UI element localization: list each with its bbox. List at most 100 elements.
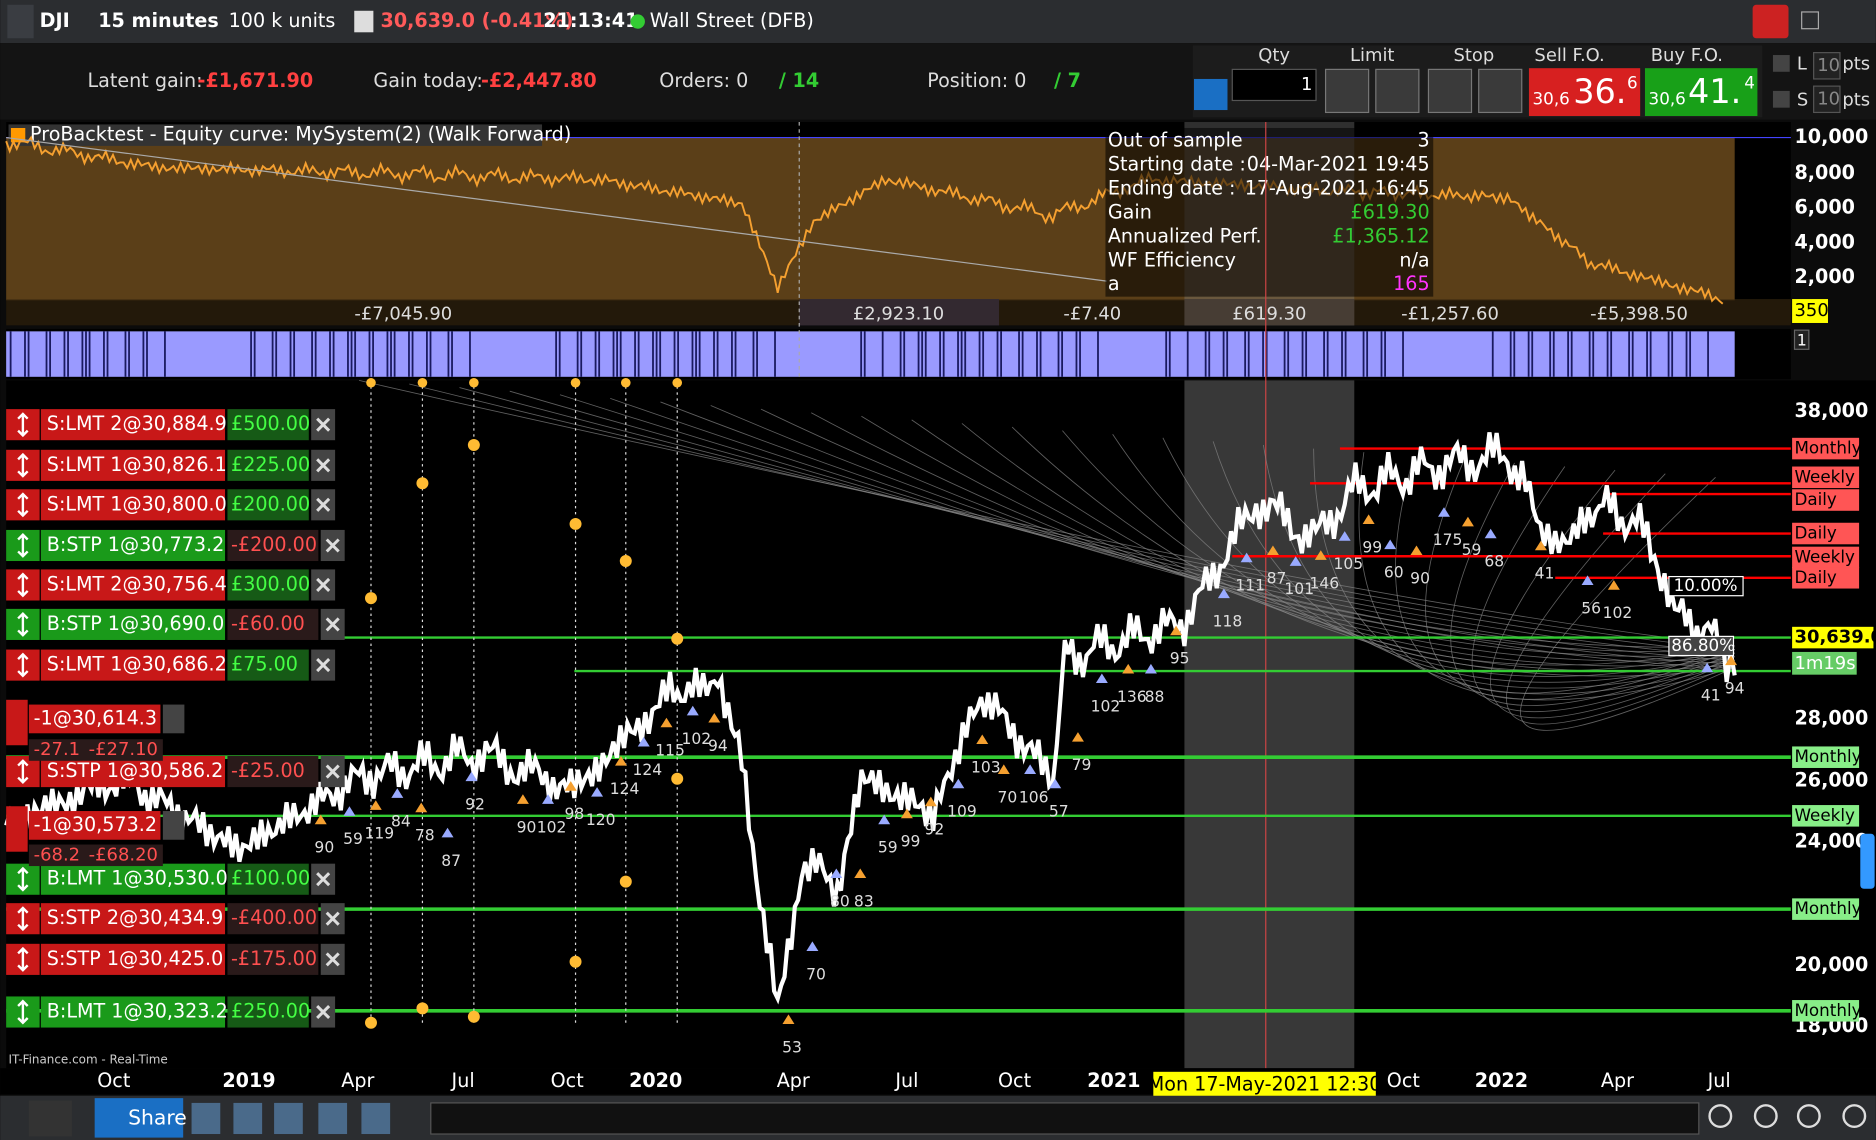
order-label	[40, 569, 226, 601]
trade-label: 102	[1091, 697, 1121, 715]
label: pts	[1842, 54, 1870, 75]
indicator-stripe	[1021, 331, 1024, 377]
order-label	[40, 996, 226, 1028]
indicator-stripe	[1326, 331, 1329, 377]
indicator-stripe	[1018, 331, 1020, 377]
indicator-stripe	[1222, 331, 1225, 377]
indicator-stripe	[81, 331, 84, 377]
trade-label: 78	[415, 827, 435, 845]
indicator-stripe	[1000, 331, 1002, 377]
trade-arrow	[1095, 673, 1108, 684]
drag-icon	[17, 611, 29, 637]
indicator-stripe	[1265, 331, 1268, 377]
indicator-stripe	[1247, 331, 1250, 377]
trade-label: 84	[391, 812, 411, 830]
trade-arrow	[1024, 764, 1037, 774]
order-label	[40, 756, 226, 788]
order-button	[1427, 68, 1473, 114]
order-label	[40, 409, 226, 441]
trade-label: 68	[1484, 553, 1504, 571]
equity-tick: 10,000	[1794, 125, 1868, 148]
trade-arrow	[542, 794, 555, 804]
price-tag	[1792, 626, 1874, 649]
marker	[365, 1016, 377, 1029]
trade-arrow	[952, 778, 965, 789]
trade-arrow	[1266, 545, 1279, 556]
indicator-stripe	[469, 331, 471, 377]
drag-icon	[17, 572, 29, 598]
trade-arrow	[516, 794, 529, 804]
label: Stop	[1454, 45, 1495, 66]
indicator-stripe	[860, 331, 863, 377]
trade-label: 146	[1310, 574, 1340, 592]
position-label	[28, 811, 161, 840]
zoom-button[interactable]	[1796, 1104, 1821, 1129]
indicator-stripe	[1057, 331, 1060, 377]
level-label: Weekly	[1794, 546, 1854, 566]
zoom-button[interactable]	[1708, 1104, 1733, 1129]
time-tick: 2020	[629, 1069, 682, 1092]
indicator-stripe	[411, 331, 414, 377]
indicator-stripe	[612, 331, 615, 377]
trade-label: 99	[1362, 538, 1382, 556]
indicator-stripe	[1305, 331, 1308, 377]
tool-button	[361, 1102, 391, 1135]
order-label	[40, 943, 226, 975]
cursor-label-bg	[1153, 1071, 1376, 1097]
info-value: n/a	[1399, 248, 1429, 271]
marker	[416, 1002, 429, 1015]
order-button	[1324, 68, 1370, 114]
trade-label: 59	[878, 839, 898, 857]
trade-label: 87	[1267, 569, 1287, 587]
projection-curve	[660, 401, 1735, 668]
time-tick: Oct	[998, 1069, 1032, 1092]
order-text: S:LMT 1@30,826.1	[47, 453, 227, 476]
indicator-stripe	[1226, 331, 1229, 377]
indicator-stripe	[372, 331, 374, 377]
drag-icon	[17, 652, 29, 678]
indicator-stripe	[124, 331, 127, 377]
indicator-stripe	[1649, 331, 1652, 377]
indicator-stripe	[576, 331, 579, 377]
cancel-icon	[325, 911, 340, 926]
price: 30,639.0 (-0.41%)	[381, 9, 574, 32]
label: -1@30,614.3	[34, 706, 157, 729]
indicator-stripe	[354, 331, 357, 377]
info-value: 17-Aug-2021 16:45	[1245, 177, 1430, 200]
order-amount-text: £225.00	[231, 453, 310, 476]
indicator-stripe	[350, 331, 353, 377]
projection-curve	[1506, 473, 1735, 725]
order-label	[40, 903, 226, 935]
zoom-button[interactable]	[1842, 1104, 1867, 1129]
indicator-stripe	[619, 331, 622, 377]
trade-label: 99	[901, 833, 921, 851]
checkbox	[1772, 55, 1790, 72]
zoom-button[interactable]	[1753, 1104, 1778, 1129]
indicator-stripe	[1671, 331, 1674, 377]
time-tick: Apr	[777, 1069, 810, 1092]
order-text: B:STP 1@30,773.2	[47, 533, 224, 556]
input	[1813, 85, 1841, 114]
order-amount	[227, 608, 319, 640]
cancel-icon	[325, 952, 340, 967]
indicator-stripe	[164, 331, 166, 377]
time-tick: Apr	[341, 1069, 374, 1092]
trade-label: 88	[1145, 688, 1165, 706]
info-value: 165	[1393, 272, 1430, 295]
indicator-stripe	[924, 331, 927, 377]
indicator-stripe	[250, 331, 252, 377]
trade-arrow	[1071, 732, 1084, 742]
indicator-stripe	[1097, 331, 1099, 377]
marker	[619, 875, 632, 888]
equity-title-bg	[8, 124, 543, 146]
order-label	[40, 863, 226, 895]
cancel-icon	[316, 872, 331, 887]
indicator-stripe	[1380, 331, 1383, 377]
trade-arrow	[391, 788, 404, 798]
drag-icon	[17, 946, 29, 972]
indicator-stripe	[558, 331, 561, 377]
indicator-stripe	[1362, 331, 1365, 377]
indicator-stripe	[978, 331, 981, 377]
label: 1	[1797, 331, 1807, 349]
indicator-stripe	[713, 331, 715, 377]
